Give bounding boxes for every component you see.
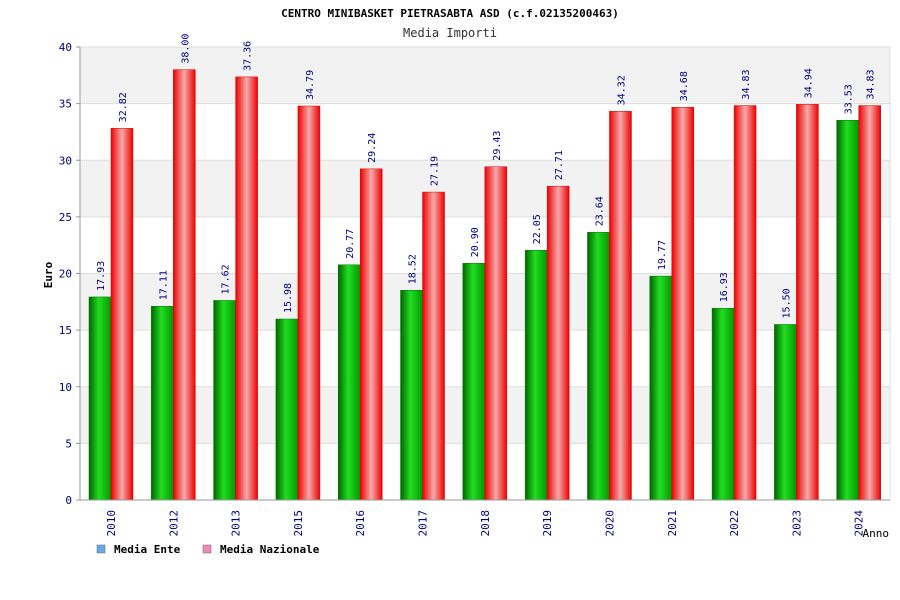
data-label: 34.68	[679, 71, 690, 101]
data-label: 16.93	[719, 272, 730, 302]
data-label: 34.83	[741, 69, 752, 99]
bar-media-ente	[649, 275, 673, 501]
data-label: 34.83	[866, 69, 877, 99]
y-tick-label: 25	[59, 211, 72, 224]
bar-media-ente	[275, 318, 299, 501]
bar-media-ente	[836, 120, 859, 501]
data-label: 32.82	[118, 92, 129, 122]
x-tick-label: 2016	[354, 510, 367, 537]
bar-media-ente	[213, 300, 236, 501]
bar-media-ente	[462, 263, 486, 501]
data-label: 33.53	[844, 84, 855, 114]
x-tick-label: 2015	[292, 510, 305, 537]
y-axis-label: Euro	[42, 261, 55, 288]
x-axis-label: Anno	[863, 527, 890, 540]
y-tick-label: 10	[59, 381, 72, 394]
bar-media-nazionale	[671, 106, 695, 501]
y-tick-label: 15	[59, 324, 72, 337]
bar-media-nazionale	[546, 185, 570, 501]
y-tick-labels: 0 5 10 15 20 25 30 35 40	[59, 41, 80, 507]
legend: Media Ente Media Nazionale	[96, 543, 320, 556]
y-tick-label: 20	[59, 268, 72, 281]
data-label: 27.71	[554, 150, 565, 180]
bar-media-nazionale	[858, 105, 881, 501]
data-label: 22.05	[532, 214, 543, 244]
data-label: 23.64	[594, 196, 605, 226]
data-label: 29.43	[492, 131, 503, 161]
chart-subtitle: Media Importi	[403, 26, 497, 40]
data-label: 17.93	[96, 261, 107, 291]
x-tick-label: 2013	[230, 510, 243, 537]
data-label: 19.77	[657, 240, 668, 270]
x-tick-label: 2018	[479, 510, 492, 536]
data-label: 20.77	[345, 229, 356, 259]
bar-media-ente	[151, 305, 174, 501]
y-tick-label: 35	[59, 98, 72, 111]
data-label: 34.79	[305, 70, 316, 100]
y-tick-label: 5	[65, 437, 72, 450]
plot-band	[80, 47, 890, 104]
y-tick-label: 40	[59, 41, 72, 54]
bar-media-nazionale	[609, 111, 632, 501]
x-tick-label: 2021	[666, 510, 679, 537]
legend-label: Media Ente	[114, 543, 181, 556]
bar-media-ente	[88, 296, 112, 501]
data-label: 15.98	[283, 283, 294, 313]
bar-media-nazionale	[796, 104, 819, 501]
bar-media-nazionale	[235, 76, 258, 501]
x-tick-labels: 2010 2012 2013 2015 2016 2017 2018 2019 2020 2021…	[105, 510, 866, 537]
y-tick-label: 30	[59, 154, 72, 167]
x-tick-label: 2017	[417, 510, 430, 537]
data-label: 37.36	[243, 41, 254, 71]
data-label: 27.19	[430, 156, 441, 186]
x-tick-label: 2020	[603, 510, 616, 537]
data-label: 38.00	[180, 34, 191, 64]
bar-media-nazionale	[359, 168, 383, 501]
bar-media-nazionale	[733, 105, 757, 501]
plot-band	[80, 103, 890, 161]
x-tick-label: 2024	[853, 510, 866, 537]
x-tick-label: 2012	[167, 510, 180, 537]
bar-media-nazionale	[173, 69, 196, 501]
data-label: 18.52	[408, 254, 419, 284]
bar-media-ente	[711, 308, 735, 501]
bar-media-ente	[524, 250, 548, 501]
data-label: 34.94	[803, 68, 814, 98]
bar-media-ente	[587, 232, 610, 501]
y-tick-label: 0	[65, 494, 72, 507]
x-tick-label: 2019	[541, 510, 554, 537]
bars-group	[88, 69, 881, 501]
data-label: 29.24	[367, 133, 378, 163]
x-tick-label: 2023	[790, 510, 803, 537]
legend-swatch	[202, 544, 212, 554]
bar-media-ente	[337, 264, 361, 501]
data-label: 17.62	[221, 264, 232, 294]
chart-title: CENTRO MINIBASKET PIETRASABTA ASD (c.f.0…	[281, 7, 619, 20]
bar-media-ente	[400, 290, 423, 501]
bar-media-nazionale	[422, 191, 445, 501]
data-label: 20.90	[470, 227, 481, 257]
data-label: 17.11	[158, 270, 169, 300]
data-label: 34.32	[616, 75, 627, 105]
bar-media-nazionale	[297, 105, 321, 501]
legend-swatch	[96, 544, 106, 554]
bar-media-nazionale	[484, 166, 508, 501]
data-labels-group: 17.93 32.82 17.11 38.00 17.62 37.36 15.98 34.79…	[96, 34, 877, 319]
x-tick-label: 2010	[105, 510, 118, 537]
bar-media-ente	[774, 324, 797, 501]
legend-label: Media Nazionale	[220, 543, 320, 556]
bar-media-nazionale	[110, 128, 134, 501]
x-tick-label: 2022	[728, 510, 741, 537]
data-label: 15.50	[781, 288, 792, 318]
